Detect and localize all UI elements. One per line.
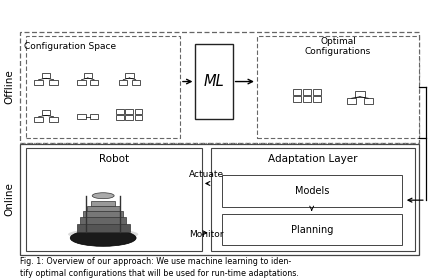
Bar <box>77 114 85 119</box>
Bar <box>26 148 201 251</box>
Text: Adaptation Layer: Adaptation Layer <box>267 154 357 164</box>
Text: Robot: Robot <box>99 154 129 164</box>
Bar <box>292 96 300 102</box>
Ellipse shape <box>92 193 114 199</box>
Bar <box>312 89 321 95</box>
Bar <box>292 89 300 95</box>
Bar <box>302 89 310 95</box>
FancyBboxPatch shape <box>20 31 418 143</box>
Ellipse shape <box>68 229 138 239</box>
Text: Fig. 1: Overview of our approach: We use machine learning to iden-
tify optimal : Fig. 1: Overview of our approach: We use… <box>20 257 298 278</box>
Bar <box>77 80 85 85</box>
Bar <box>87 206 119 211</box>
Text: ML: ML <box>203 74 224 89</box>
Bar <box>42 73 50 78</box>
Bar <box>77 224 129 232</box>
Bar <box>42 110 50 115</box>
Bar <box>80 217 126 224</box>
Bar <box>34 117 42 122</box>
FancyBboxPatch shape <box>26 36 180 138</box>
FancyBboxPatch shape <box>20 144 418 255</box>
Text: Optimal
Configurations: Optimal Configurations <box>304 37 370 56</box>
Bar <box>91 201 115 206</box>
Text: Configuration Space: Configuration Space <box>24 42 116 51</box>
Bar <box>134 109 142 114</box>
Text: Actuate: Actuate <box>188 170 223 179</box>
Text: Offline: Offline <box>5 70 14 105</box>
Bar <box>90 80 98 85</box>
Bar <box>210 148 414 251</box>
Bar <box>221 214 401 245</box>
Text: Planning: Planning <box>290 225 332 235</box>
Bar <box>125 109 133 114</box>
Bar <box>302 96 310 102</box>
Bar <box>116 115 124 120</box>
Bar <box>195 44 232 119</box>
Bar <box>49 117 58 122</box>
Bar <box>125 115 133 120</box>
Bar <box>346 98 356 104</box>
Bar <box>83 73 92 78</box>
Bar <box>363 98 372 104</box>
Text: Online: Online <box>5 182 14 216</box>
Bar <box>34 80 42 85</box>
FancyBboxPatch shape <box>256 36 418 138</box>
Bar <box>131 80 140 85</box>
Bar <box>119 80 127 85</box>
Bar <box>312 96 321 102</box>
Bar <box>116 109 124 114</box>
Bar <box>49 80 58 85</box>
Bar <box>134 115 142 120</box>
Bar <box>83 211 123 217</box>
Ellipse shape <box>70 230 136 246</box>
Bar <box>221 175 401 207</box>
Bar <box>355 91 364 97</box>
Text: Models: Models <box>294 186 328 196</box>
Bar <box>125 73 134 78</box>
Bar <box>90 114 98 119</box>
Text: Monitor: Monitor <box>189 230 223 239</box>
